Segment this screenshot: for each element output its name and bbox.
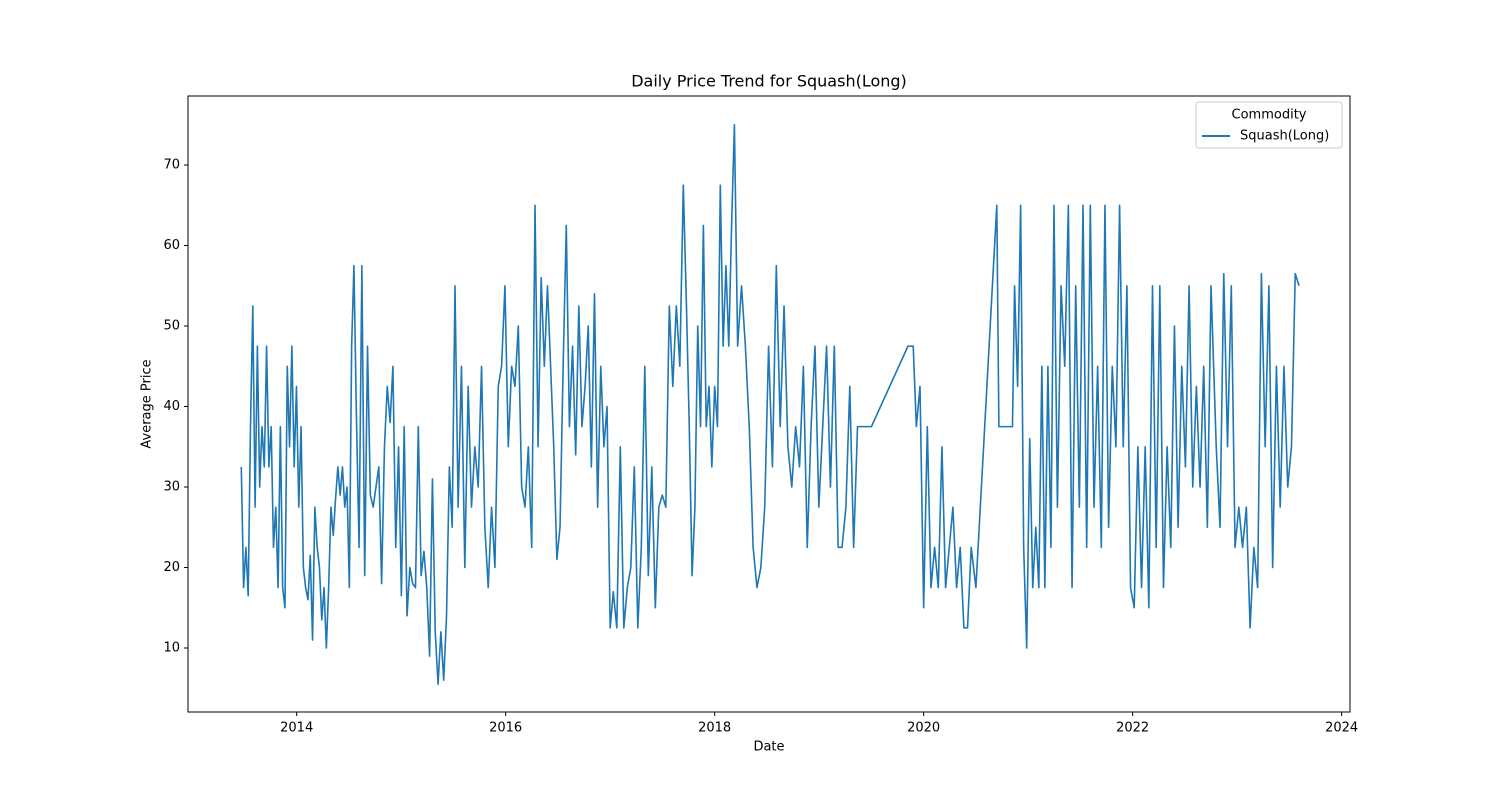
y-axis-label: Average Price: [140, 359, 155, 448]
x-tick-label: 2016: [489, 721, 522, 736]
x-tick-label: 2014: [280, 721, 313, 736]
plot-frame: [187, 95, 1351, 713]
chart-title: Daily Price Trend for Squash(Long): [631, 72, 907, 91]
legend-label: Squash(Long): [1240, 129, 1329, 144]
x-tick-label: 2022: [1116, 721, 1149, 736]
data-line: [240, 123, 1300, 686]
x-tick-label: 2018: [698, 721, 731, 736]
x-axis-label: Date: [753, 740, 784, 755]
x-tick-label: 2024: [1325, 721, 1358, 736]
y-tick-label: 40: [163, 399, 180, 414]
y-tick-label: 20: [163, 560, 180, 575]
y-tick-label: 50: [163, 318, 180, 333]
legend-box: [1195, 101, 1343, 149]
x-tick-label: 2020: [907, 721, 940, 736]
legend-title: Commodity: [1232, 108, 1307, 123]
y-tick-label: 30: [163, 479, 180, 494]
y-tick-label: 60: [163, 238, 180, 253]
y-tick-label: 10: [163, 641, 180, 656]
y-tick-label: 70: [163, 157, 180, 172]
